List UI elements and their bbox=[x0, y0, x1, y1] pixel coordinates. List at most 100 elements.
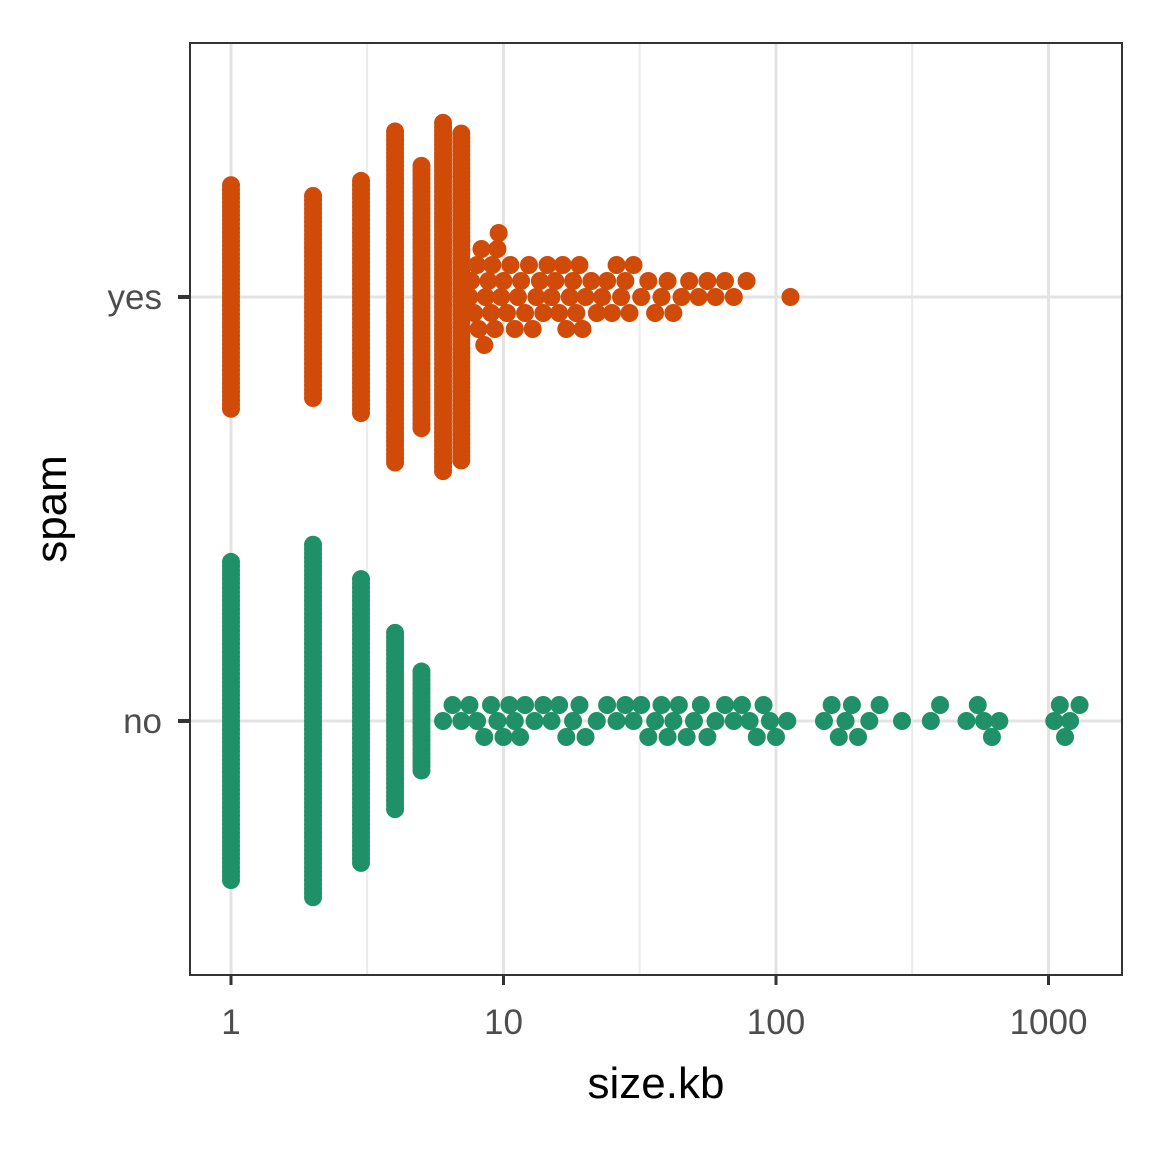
data-point bbox=[523, 320, 542, 338]
data-point bbox=[576, 288, 595, 306]
data-point bbox=[646, 304, 665, 322]
data-point bbox=[434, 462, 453, 481]
data-point bbox=[669, 696, 688, 714]
data-point bbox=[616, 272, 635, 290]
data-point bbox=[462, 272, 481, 290]
data-point bbox=[488, 240, 507, 258]
data-point bbox=[724, 288, 743, 306]
data-point bbox=[740, 712, 759, 730]
data-point bbox=[538, 256, 557, 274]
data-point bbox=[564, 712, 583, 730]
data-point bbox=[684, 712, 703, 730]
data-point bbox=[781, 288, 800, 306]
data-point bbox=[550, 696, 569, 714]
data-point bbox=[352, 404, 371, 423]
data-point bbox=[607, 712, 626, 730]
data-point bbox=[567, 304, 586, 322]
data-point bbox=[652, 696, 671, 714]
data-point bbox=[931, 696, 950, 714]
data-point bbox=[519, 256, 538, 274]
data-point bbox=[304, 389, 323, 408]
data-point bbox=[542, 712, 561, 730]
data-point bbox=[870, 696, 889, 714]
panel-border bbox=[189, 42, 1123, 976]
data-point bbox=[434, 712, 453, 730]
data-point bbox=[542, 288, 561, 306]
data-point bbox=[576, 728, 595, 746]
data-point bbox=[716, 272, 735, 290]
data-point bbox=[652, 288, 671, 306]
data-point bbox=[488, 712, 507, 730]
data-point bbox=[465, 304, 484, 322]
data-point bbox=[472, 240, 491, 258]
data-point bbox=[564, 272, 583, 290]
data-point bbox=[624, 712, 643, 730]
data-point bbox=[452, 712, 471, 730]
data-point bbox=[573, 320, 592, 338]
data-point bbox=[511, 728, 530, 746]
grid-lines bbox=[190, 43, 1122, 975]
y-tick-label: yes bbox=[108, 278, 162, 317]
data-point bbox=[512, 272, 531, 290]
data-point bbox=[677, 728, 696, 746]
data-point bbox=[505, 320, 524, 338]
data-point bbox=[550, 304, 569, 322]
data-point bbox=[664, 304, 683, 322]
data-point bbox=[829, 728, 848, 746]
data-point bbox=[494, 728, 513, 746]
data-point bbox=[482, 304, 501, 322]
data-point bbox=[460, 288, 479, 306]
data-point bbox=[412, 419, 431, 438]
x-tick-label: 1 bbox=[221, 1003, 240, 1042]
data-point bbox=[982, 728, 1001, 746]
axes: 1 10 100 1000 no yes bbox=[108, 278, 1088, 1042]
data-point bbox=[587, 304, 606, 322]
data-point bbox=[593, 288, 612, 306]
data-point bbox=[479, 272, 498, 290]
data-point bbox=[778, 712, 797, 730]
data-point bbox=[706, 712, 725, 730]
y-tick-label: no bbox=[123, 702, 162, 741]
data-point bbox=[557, 728, 576, 746]
data-point bbox=[598, 272, 617, 290]
data-point bbox=[570, 256, 589, 274]
data-point bbox=[516, 304, 535, 322]
x-tick-label: 10 bbox=[484, 1003, 523, 1042]
data-point bbox=[494, 272, 513, 290]
data-point bbox=[222, 399, 240, 418]
data-point bbox=[754, 696, 773, 714]
data-point bbox=[475, 336, 494, 354]
data-point bbox=[747, 728, 766, 746]
data-point bbox=[485, 320, 504, 338]
data-point bbox=[689, 288, 708, 306]
data-point bbox=[706, 288, 725, 306]
data-point bbox=[632, 288, 651, 306]
data-point bbox=[570, 696, 589, 714]
data-point bbox=[680, 272, 699, 290]
data-point bbox=[508, 288, 527, 306]
data-point bbox=[957, 712, 976, 730]
data-point bbox=[412, 761, 431, 780]
data-point bbox=[1050, 696, 1069, 714]
data-point bbox=[386, 453, 405, 472]
data-point bbox=[475, 728, 494, 746]
data-point bbox=[716, 696, 735, 714]
data-point bbox=[483, 256, 502, 274]
data-point bbox=[767, 728, 785, 746]
data-point bbox=[849, 728, 868, 746]
data-point bbox=[222, 871, 240, 890]
data-point bbox=[501, 256, 520, 274]
data-point bbox=[505, 712, 524, 730]
data-point bbox=[975, 712, 994, 730]
data-point bbox=[1056, 728, 1075, 746]
data-point bbox=[452, 451, 471, 470]
data-point bbox=[530, 272, 549, 290]
data-point bbox=[658, 728, 677, 746]
data-point bbox=[842, 696, 861, 714]
data-point bbox=[616, 696, 635, 714]
data-point bbox=[527, 288, 546, 306]
data-point bbox=[691, 696, 710, 714]
data-point bbox=[672, 288, 691, 306]
data-point bbox=[546, 272, 565, 290]
data-point bbox=[836, 712, 855, 730]
